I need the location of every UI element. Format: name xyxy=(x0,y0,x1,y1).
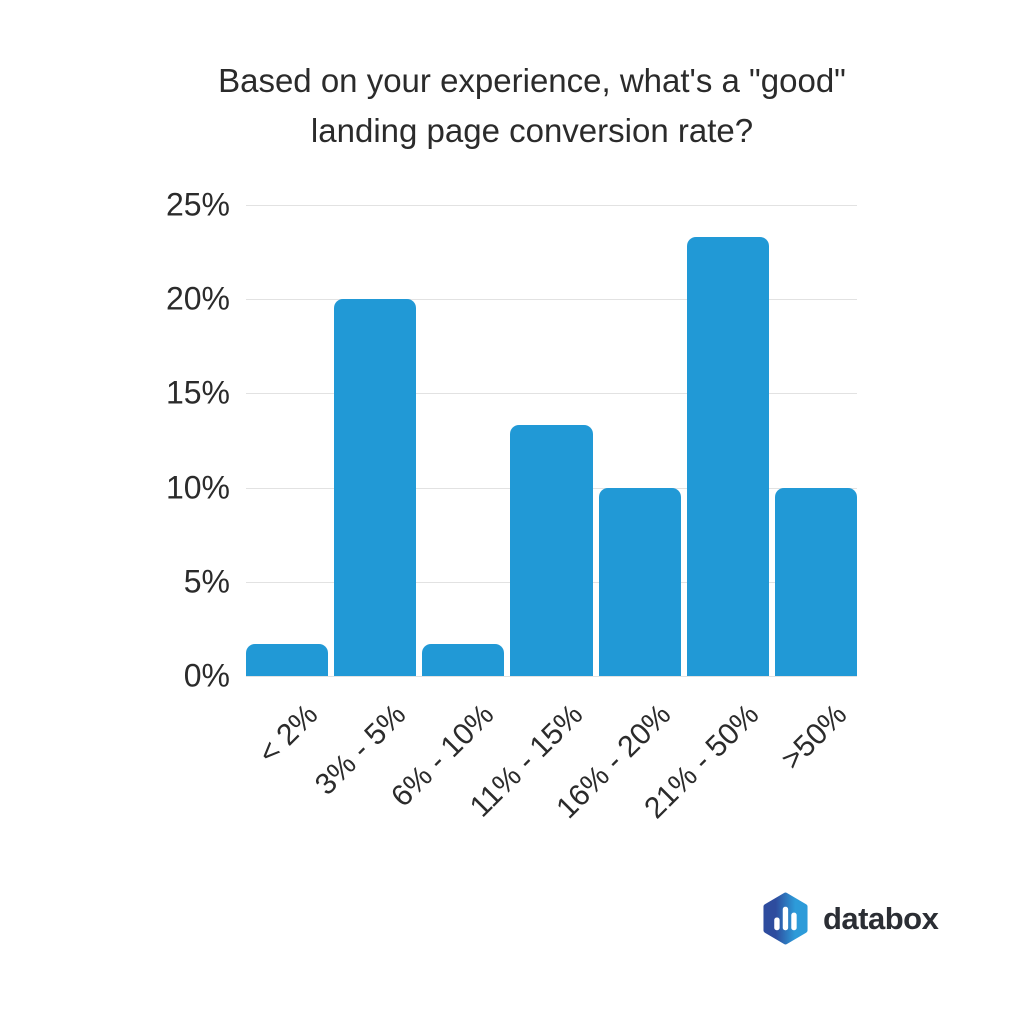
databox-logo: databox xyxy=(762,892,939,945)
gridline-15% xyxy=(246,393,857,395)
gridline-25% xyxy=(246,205,857,206)
x-axis-tick-label-< 2%: < 2% xyxy=(252,698,325,771)
gridline-0% xyxy=(246,676,857,677)
y-axis-tick-label-5%: 5% xyxy=(183,563,230,600)
chart-title-line-1: Based on your experience, what's a "good… xyxy=(218,62,846,99)
bar-11% - 15% xyxy=(510,425,593,676)
y-axis-tick-label-10%: 10% xyxy=(165,469,230,506)
mini-bar-chart-icon xyxy=(774,906,797,931)
y-axis-tick-label-0%: 0% xyxy=(183,657,230,694)
gridline-20% xyxy=(246,299,857,301)
x-axis-tick-label->50%: >50% xyxy=(775,698,854,777)
y-axis-tick-label-25%: 25% xyxy=(165,186,230,223)
chart-title: Based on your experience, what's a "good… xyxy=(40,56,1024,156)
bar-3% - 5% xyxy=(334,299,417,676)
databox-logo-hexagon-icon xyxy=(763,892,808,945)
y-axis-tick-label-20%: 20% xyxy=(165,280,230,317)
bar-21% - 50% xyxy=(686,237,769,676)
databox-logo-text: databox xyxy=(823,900,939,936)
plot-area: 0% 5% 10% 15% 20% 25% < 2% 3% - 5% 6% - 10% 11% -… xyxy=(166,187,857,825)
bar->50% xyxy=(774,487,857,676)
bar-16% - 20% xyxy=(598,487,681,676)
chart-title-line-2: landing page conversion rate? xyxy=(310,112,754,149)
y-axis-tick-label-15%: 15% xyxy=(165,374,230,411)
bar-6% - 10% xyxy=(422,643,505,676)
bar-< 2% xyxy=(246,643,329,676)
